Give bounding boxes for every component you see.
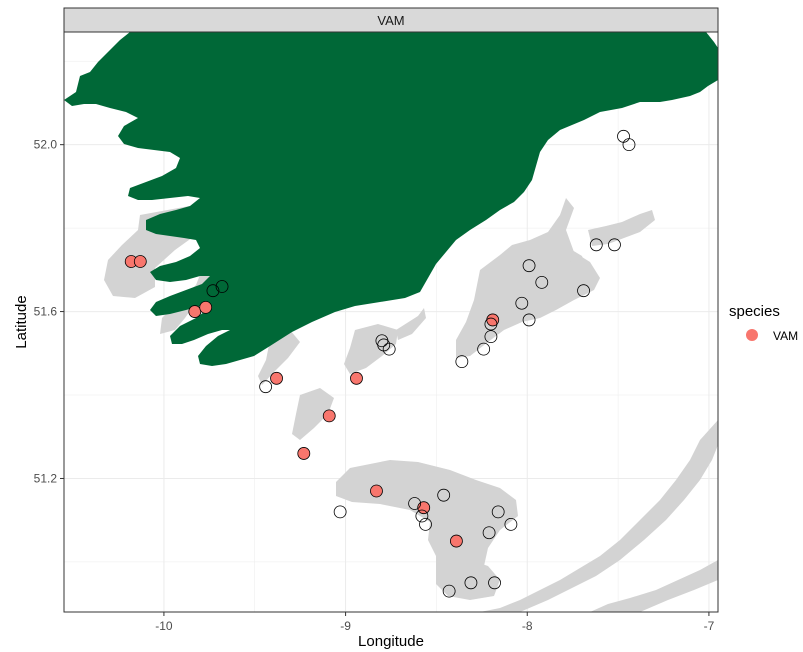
- observation-point: [259, 380, 273, 394]
- seabed-channel-southeast-2: [590, 560, 718, 612]
- observation-point: [608, 238, 621, 252]
- land-ireland-south: [64, 32, 718, 366]
- observation-point: [522, 313, 536, 327]
- observation-point: [482, 526, 496, 540]
- observation-point: [419, 517, 432, 531]
- x-tick-label: -8: [522, 619, 533, 633]
- seabed-spur-east: [396, 308, 426, 340]
- observation-point: [215, 280, 229, 293]
- seabed-strip-waterford: [588, 210, 655, 246]
- observation-point: [515, 296, 529, 310]
- observation-point: [589, 238, 603, 252]
- legend-label-vam: VAM: [773, 329, 798, 343]
- seabed-patch-roaringwater: [344, 324, 398, 374]
- y-tick-label: 51.6: [34, 305, 58, 319]
- observation-point: [464, 576, 478, 590]
- species-point-vam: [417, 501, 431, 515]
- observation-point: [206, 284, 220, 298]
- observation-point: [622, 138, 636, 152]
- observation-point: [442, 584, 456, 598]
- seabed-channel-southeast-1: [480, 420, 718, 612]
- observation-point: [522, 259, 536, 273]
- observation-point: [484, 317, 498, 331]
- facet-strip: [63, 7, 719, 33]
- species-point-vam: [449, 534, 463, 548]
- x-tick-label: -7: [704, 619, 715, 633]
- axes: -10 -9 -8 -7 51.2 51.6 52.0: [34, 138, 715, 633]
- legend-key-vam: [746, 329, 758, 341]
- species-point-vam: [133, 255, 147, 268]
- x-axis-title: Longitude: [358, 633, 424, 650]
- basemap: [64, 32, 718, 612]
- observation-point: [504, 517, 518, 531]
- observation-points: [124, 129, 636, 598]
- x-tick-label: -10: [155, 619, 173, 633]
- observation-point: [415, 509, 429, 523]
- species-point-vam: [350, 371, 363, 385]
- species-point-vam: [322, 409, 336, 423]
- observation-point: [437, 488, 451, 502]
- species-point-vam: [270, 371, 283, 385]
- species-point-vam: [370, 484, 383, 498]
- species-point-vam: [199, 300, 213, 314]
- y-axis-title: Latitude: [13, 295, 30, 348]
- observation-point: [488, 576, 501, 590]
- observation-point: [333, 505, 347, 519]
- observation-point: [535, 275, 549, 289]
- species-point-vam: [188, 305, 202, 318]
- legend: species VAM: [729, 303, 798, 343]
- observation-point: [382, 342, 396, 356]
- y-tick-label: 52.0: [34, 138, 58, 152]
- observation-point: [477, 342, 491, 356]
- observation-point: [484, 330, 498, 344]
- seabed-patch-bantry: [258, 330, 300, 385]
- facet-strip-label: VAM: [377, 13, 404, 28]
- y-tick-label: 51.2: [34, 471, 58, 485]
- observation-point: [577, 284, 590, 298]
- observation-point: [491, 505, 505, 519]
- species-point-vam: [297, 447, 311, 460]
- observation-point: [408, 497, 422, 510]
- panel-border: [63, 31, 719, 613]
- x-tick-label: -9: [340, 619, 351, 633]
- legend-title: species: [729, 303, 780, 320]
- seabed-patch-fastnet: [292, 388, 334, 440]
- observation-point: [455, 355, 469, 369]
